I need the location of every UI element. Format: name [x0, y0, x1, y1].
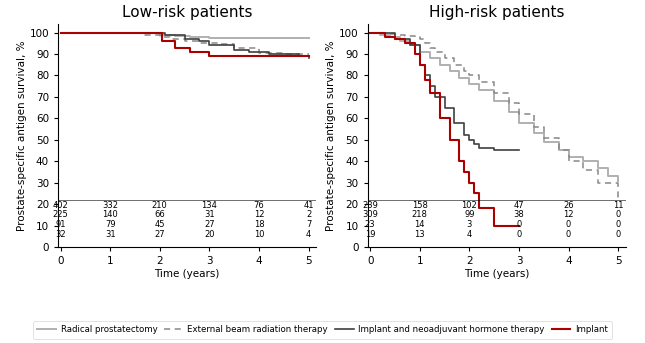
- Text: 10: 10: [253, 229, 264, 239]
- Text: 14: 14: [415, 220, 425, 229]
- Text: 0: 0: [566, 229, 571, 239]
- Text: 31: 31: [105, 229, 115, 239]
- Text: 26: 26: [563, 201, 574, 210]
- Text: 158: 158: [412, 201, 428, 210]
- Text: 11: 11: [613, 201, 624, 210]
- Text: 20: 20: [204, 229, 215, 239]
- Text: 4: 4: [467, 229, 472, 239]
- Text: 99: 99: [464, 210, 475, 219]
- Text: 76: 76: [253, 201, 264, 210]
- Text: 47: 47: [513, 201, 524, 210]
- Y-axis label: Prostate-specific antigen survival, %: Prostate-specific antigen survival, %: [326, 40, 336, 231]
- Text: 23: 23: [365, 220, 375, 229]
- X-axis label: Time (years): Time (years): [464, 269, 530, 279]
- Text: 12: 12: [563, 210, 574, 219]
- Title: High-risk patients: High-risk patients: [429, 5, 564, 20]
- Text: 4: 4: [306, 229, 312, 239]
- Text: 7: 7: [306, 220, 312, 229]
- X-axis label: Time (years): Time (years): [154, 269, 220, 279]
- Text: 402: 402: [53, 201, 68, 210]
- Text: 12: 12: [253, 210, 264, 219]
- Text: 0: 0: [517, 220, 522, 229]
- Text: 332: 332: [102, 201, 118, 210]
- Text: 18: 18: [253, 220, 264, 229]
- Text: 0: 0: [615, 229, 621, 239]
- Text: 3: 3: [467, 220, 472, 229]
- Text: 0: 0: [566, 220, 571, 229]
- Text: 45: 45: [155, 220, 165, 229]
- Text: 0: 0: [615, 210, 621, 219]
- Text: 27: 27: [154, 229, 165, 239]
- Text: 210: 210: [152, 201, 168, 210]
- Text: 0: 0: [517, 229, 522, 239]
- Text: 140: 140: [103, 210, 118, 219]
- Text: 102: 102: [461, 201, 477, 210]
- Y-axis label: Prostate-specific antigen survival, %: Prostate-specific antigen survival, %: [17, 40, 26, 231]
- Text: 27: 27: [204, 220, 215, 229]
- Text: 31: 31: [204, 210, 215, 219]
- Text: 19: 19: [365, 229, 375, 239]
- Text: 13: 13: [415, 229, 425, 239]
- Text: 66: 66: [154, 210, 165, 219]
- Text: 239: 239: [362, 201, 378, 210]
- Text: 91: 91: [55, 220, 66, 229]
- Text: 32: 32: [55, 229, 66, 239]
- Title: Low-risk patients: Low-risk patients: [122, 5, 252, 20]
- Text: 38: 38: [513, 210, 524, 219]
- Legend: Radical prostatectomy, External beam radiation therapy, Implant and neoadjuvant : Radical prostatectomy, External beam rad…: [33, 321, 612, 339]
- Text: 134: 134: [201, 201, 217, 210]
- Text: 41: 41: [303, 201, 314, 210]
- Text: 79: 79: [105, 220, 115, 229]
- Text: 225: 225: [53, 210, 68, 219]
- Text: 0: 0: [615, 220, 621, 229]
- Text: 218: 218: [412, 210, 428, 219]
- Text: 309: 309: [362, 210, 378, 219]
- Text: 2: 2: [306, 210, 312, 219]
